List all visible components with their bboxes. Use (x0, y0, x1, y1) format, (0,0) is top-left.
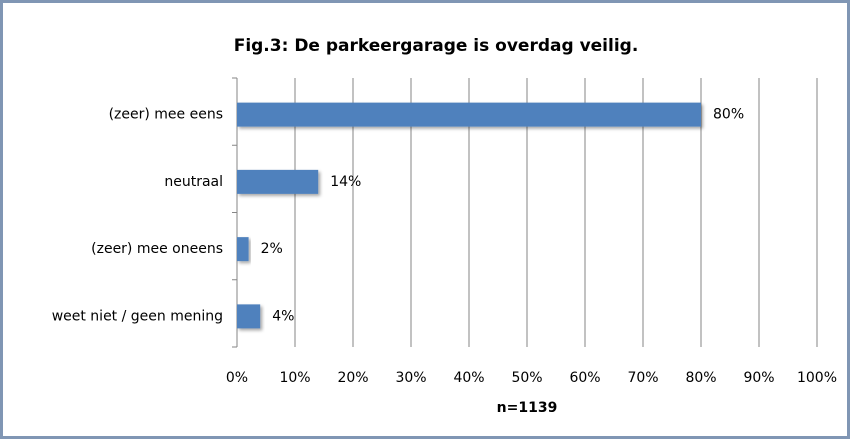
x-tick-label: 60% (569, 370, 600, 386)
x-tick-label: 70% (627, 370, 658, 386)
x-tick-label: 20% (337, 370, 368, 386)
data-label: 2% (261, 241, 283, 257)
bar (237, 102, 701, 127)
x-tick-label: 100% (797, 370, 837, 386)
x-tick-label: 0% (226, 370, 248, 386)
y-tick-label: (zeer) mee oneens (91, 241, 223, 257)
y-tick-label: weet niet / geen mening (52, 308, 223, 324)
y-tick-label: neutraal (164, 174, 223, 190)
x-tick-label: 30% (395, 370, 426, 386)
chart-title: Fig.3: De parkeergarage is overdag veili… (234, 36, 639, 56)
x-tick-label: 50% (511, 370, 542, 386)
bar (237, 304, 261, 329)
bar (237, 169, 319, 194)
x-tick-label: 40% (453, 370, 484, 386)
x-tick-label: 90% (743, 370, 774, 386)
data-label: 14% (330, 174, 361, 190)
x-tick-label: 10% (279, 370, 310, 386)
data-label: 80% (713, 107, 744, 123)
x-axis-label: n=1139 (497, 400, 558, 416)
y-tick-label: (zeer) mee eens (109, 107, 223, 123)
bar (237, 237, 249, 262)
x-tick-label: 80% (685, 370, 716, 386)
data-label: 4% (272, 308, 294, 324)
